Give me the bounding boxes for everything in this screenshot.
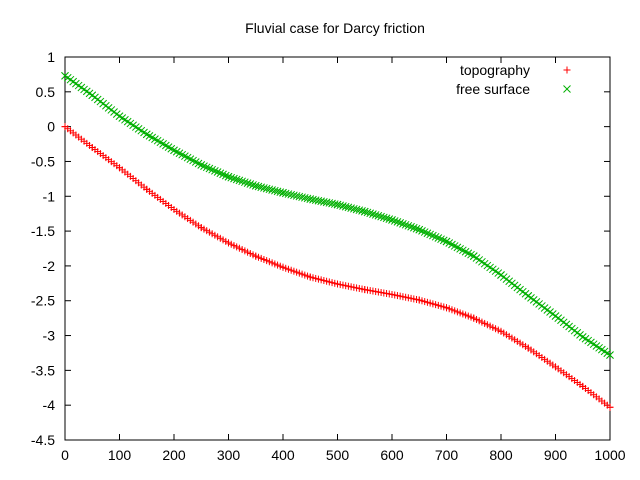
axes-layer: 0 100 200 300 400 500 600 700 800 900 1000 1 0.5 0 -0.… [31, 49, 626, 463]
curve-point [243, 179, 252, 187]
curve-point [230, 174, 238, 183]
y-tick-label: -3.5 [31, 362, 55, 378]
curve-point [202, 163, 211, 172]
curve-point [363, 208, 372, 217]
curve-point [399, 219, 407, 228]
curve-point [396, 219, 405, 227]
curve-point [439, 236, 448, 245]
x-tick-label: 400 [271, 447, 295, 463]
x-tick-label: 1000 [594, 447, 625, 463]
curve-point [418, 227, 426, 235]
plot-frame [64, 56, 611, 441]
y-tick-label: -0.5 [31, 153, 55, 169]
curve-point [216, 169, 225, 178]
y-tick-label: 0 [47, 119, 55, 135]
curve-point [211, 167, 219, 175]
curve-point [390, 217, 399, 225]
curve-point [385, 215, 394, 223]
curve-point [379, 213, 388, 222]
data-layer [61, 71, 614, 411]
y-tick-label: -2.5 [31, 293, 55, 309]
curve-point [407, 222, 415, 231]
curve-point [382, 214, 391, 223]
curve-point [404, 221, 413, 230]
chart-title: Fluvial case for Darcy friction [245, 20, 425, 36]
curve-point [437, 235, 445, 244]
curve-point [369, 210, 377, 218]
curve-point [246, 180, 255, 188]
curve-point [213, 168, 222, 176]
x-tick-label: 0 [61, 447, 69, 463]
curve-point [388, 216, 396, 224]
curve-point [429, 231, 437, 240]
legend-marker [563, 85, 571, 93]
curve-point [238, 177, 246, 186]
curve-point [606, 351, 614, 359]
x-tick-label: 200 [162, 447, 186, 463]
curve-point [227, 173, 236, 182]
x-tick-label: 100 [108, 447, 132, 463]
curve-point [409, 223, 418, 232]
curve-point [200, 162, 208, 170]
curve-point [420, 228, 429, 236]
curve-point [423, 229, 432, 238]
curve-point [371, 211, 380, 219]
y-tick-label: 0.5 [36, 84, 56, 100]
curve-point [426, 230, 435, 239]
y-tick-label: -4 [43, 397, 56, 413]
y-tick-label: -1.5 [31, 223, 55, 239]
curve-point [208, 165, 217, 174]
y-tick-label: -2 [43, 258, 56, 274]
x-tick-label: 600 [380, 447, 404, 463]
curve-point [219, 170, 227, 179]
curve-point [205, 164, 214, 173]
curve-point [235, 176, 244, 185]
y-tick-label: -1 [43, 188, 56, 204]
curve-point [606, 403, 614, 411]
legend-marker [563, 66, 571, 74]
curve-point [197, 161, 206, 169]
curve-point [374, 211, 383, 220]
x-tick-label: 300 [217, 447, 241, 463]
series-1 [61, 71, 614, 359]
curve-point [434, 234, 443, 242]
x-tick-label: 900 [544, 447, 568, 463]
curve-point [232, 175, 241, 184]
curve-point [240, 178, 249, 187]
curve-point [360, 207, 369, 216]
curve-point [377, 212, 385, 221]
curve-point [431, 232, 440, 241]
series-0 [61, 123, 614, 411]
x-tick-label: 800 [489, 447, 513, 463]
curve-point [393, 218, 402, 226]
curve-point [221, 171, 230, 180]
curve-point [415, 225, 424, 234]
y-tick-label: 1 [47, 49, 55, 65]
legend-label: topography [460, 62, 530, 78]
curve-point [358, 207, 366, 215]
x-tick-label: 500 [326, 447, 350, 463]
y-tick-label: -3 [43, 328, 56, 344]
legend: topography free surface [456, 62, 571, 97]
y-tick-label: -4.5 [31, 432, 55, 448]
curve-point [249, 181, 257, 189]
curve-point [401, 220, 410, 229]
curve-point [366, 209, 375, 218]
x-tick-label: 700 [435, 447, 459, 463]
curve-point [224, 172, 233, 181]
curve-point [412, 224, 421, 233]
legend-label: free surface [456, 81, 530, 97]
